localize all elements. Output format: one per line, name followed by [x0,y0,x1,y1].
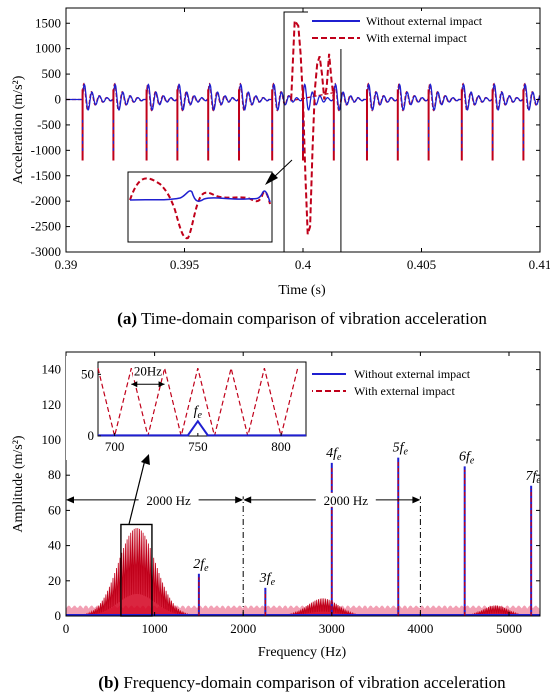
freq-legend-without-label: Without external impact [354,367,471,381]
inset-without-impact-line [98,419,306,437]
time-xtick-label: 0.4 [295,257,312,272]
inset-pointer-arrowhead [265,172,278,185]
freq-ylabel: Amplitude (m/s²) [11,435,26,532]
time-ytick-label: -3000 [31,244,61,259]
harmonic-label: 7fe [525,469,541,486]
time-ytick-label: -1500 [31,168,61,183]
legend-without-label: Without external impact [366,14,483,28]
time-ytick-label: -2500 [31,219,61,234]
freq-plot-frame [65,351,541,617]
time-ytick-label: -500 [37,117,61,132]
time-ytick-label: -1000 [31,142,61,157]
time-xtick-label: 0.39 [55,257,78,272]
frequency-highlight-box [120,523,153,617]
time-inset-frame [127,171,273,243]
freq-ytick-label: 140 [42,362,62,377]
freq-ytick-label: 100 [42,432,62,447]
freq-xtick-label: 1000 [142,621,168,636]
inset-xtick-label: 750 [188,439,208,454]
time-ytick-label: 1500 [35,15,61,30]
inset-ytick-label: 0 [88,428,95,443]
time-caption: (a) Time-domain comparison of vibration … [117,309,487,328]
time-ytick-label: 500 [42,66,62,81]
harmonic-label: 4fe [326,446,342,463]
freq-ytick-label: 40 [48,538,61,553]
span-label-bg [315,492,376,507]
time-domain-chart: 1500 1000 500 0 -500 -1000 -1500 -2000 -2500 -300… [11,7,550,328]
freq-ytick-label: 60 [48,502,61,517]
harmonic-label: 3fe [259,571,276,588]
span-arrow-right [412,496,421,504]
freq-ytick-label: 20 [48,573,61,588]
span-label-bg [138,492,199,507]
freq-legend: Without external impact With external im… [298,367,471,398]
span-label: 2000 Hz [324,493,369,508]
time-xtick-label: 0.41 [529,257,550,272]
freq-ytick-label: 120 [42,397,62,412]
span-arrow-right [235,496,244,504]
harmonic-label: 2fe [193,557,209,574]
time-inset [127,171,273,243]
freq-pointer-arrowhead [140,454,150,465]
freq-xtick-label: 2000 [230,621,256,636]
freq-xtick-label: 0 [63,621,70,636]
time-ytick-label: 1000 [35,41,61,56]
inset-xtick-label: 700 [105,439,125,454]
inset-xtick-label: 800 [271,439,291,454]
time-xlabel: Time (s) [278,283,326,298]
freq-caption: (b) Frequency-domain comparison of vibra… [98,673,506,692]
harmonic-label: 5fe [393,441,409,458]
freq-pointer-line [128,459,146,525]
inset-spacing-label: 20Hz [134,363,162,378]
freq-legend-with-label: With external impact [354,384,455,398]
spectrum-lobe [81,528,193,617]
freq-xtick-label: 3000 [319,621,345,636]
freq-inset: 0 50 700 750 800 20Hz fe [66,356,312,525]
freq-inset-frame [97,361,307,437]
inset-without-impact-line [129,190,271,203]
impact-response-line [290,17,335,235]
time-legend: Without external impact With external im… [308,11,532,49]
inset-with-impact-line [129,177,271,240]
span-arrow-left [243,496,252,504]
inset-spacing-arrow [158,381,165,388]
inset-ytick-label: 50 [81,366,94,381]
legend-with-label: With external impact [366,31,467,45]
span-arrow-left [66,496,74,504]
inset-with-impact-comb [97,368,299,437]
time-ytick-label: 0 [55,92,62,107]
freq-xlabel: Frequency (Hz) [258,645,347,660]
freq-ytick-label: 80 [48,467,61,482]
time-xtick-label: 0.395 [170,257,199,272]
freq-xtick-label: 5000 [496,621,522,636]
harmonic-label: 6fe [459,449,475,466]
inset-pointer-line [272,159,293,179]
inset-spacing-arrow [131,381,138,388]
time-ylabel: Acceleration (m/s²) [11,75,26,184]
time-xtick-label: 0.405 [407,257,436,272]
span-label: 2000 Hz [146,493,191,508]
inset-fe-label: fe [194,404,203,421]
time-ytick-label: -2000 [31,193,61,208]
freq-xtick-label: 4000 [407,621,433,636]
freq-ytick-label: 0 [55,608,62,623]
